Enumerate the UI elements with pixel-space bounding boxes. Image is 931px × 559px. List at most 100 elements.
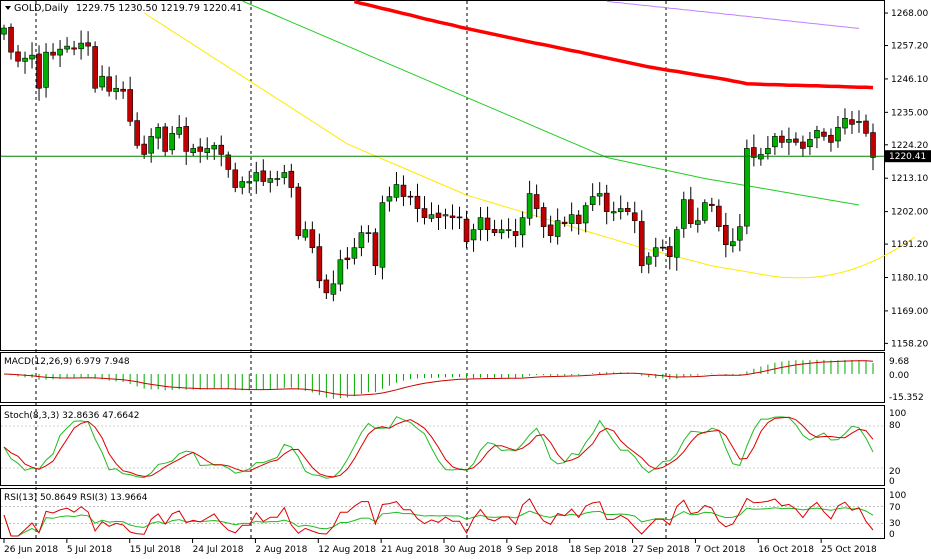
candle-body (1, 27, 7, 35)
candle-body (491, 229, 498, 233)
candle-body (702, 202, 708, 221)
price-tick-label: 1202.00 (891, 208, 928, 218)
main-panel-frame (0, 0, 885, 351)
candle-body (828, 134, 834, 143)
candle-body (141, 143, 147, 155)
macd-tick-bottom: -15.352 (889, 393, 924, 403)
candle-body (737, 226, 743, 241)
candle-body (15, 51, 21, 62)
candle-body (155, 127, 161, 139)
candle-body (281, 172, 288, 178)
ohlc-readout: 1229.75 1230.50 1219.79 1220.41 (76, 3, 242, 14)
candle-body (512, 231, 519, 236)
rsi3-line (3, 497, 874, 537)
stoch-panel-frame (0, 405, 885, 486)
candle-body (680, 199, 687, 229)
candle-body (463, 218, 470, 242)
candle-body (786, 139, 792, 143)
dropdown-triangle-icon[interactable] (5, 6, 11, 10)
price-axis: 1268.00 1257.20 1246.10 1235.00 1224.20 1213.… (884, 9, 928, 349)
candle-body (610, 211, 617, 214)
price-tick-label: 1158.20 (891, 339, 928, 349)
date-tick-label: 9 Sep 2018 (507, 545, 559, 555)
candle-body (407, 195, 414, 198)
candle-body (379, 202, 386, 268)
price-tick-label: 1246.10 (891, 75, 928, 85)
candle-body (575, 214, 582, 224)
candle-body (393, 184, 400, 198)
candle-body (351, 247, 358, 259)
candle-body (127, 89, 133, 122)
stoch-signal-line (3, 416, 874, 478)
candle-body (295, 186, 302, 236)
candle-body (744, 148, 750, 227)
candle-body (807, 139, 813, 148)
stoch-main-line (3, 416, 874, 479)
candle-body (624, 207, 631, 212)
candle-body (29, 54, 35, 60)
candle-body (709, 203, 715, 206)
candle-body (337, 259, 344, 285)
date-tick-label: 7 Oct 2018 (695, 545, 745, 555)
candle-body (225, 154, 232, 170)
price-tick-label: 1169.00 (891, 307, 928, 317)
date-tick-label: 5 Jul 2018 (67, 545, 112, 555)
candle-body (64, 45, 70, 50)
date-tick-label: 2 Aug 2018 (255, 545, 307, 555)
candle-body (554, 220, 561, 237)
price-tick-label: 1257.20 (891, 42, 928, 52)
candle-body (113, 87, 119, 92)
candle-body (134, 120, 140, 146)
price-tick-label: 1224.20 (891, 141, 928, 151)
candle-body (169, 133, 175, 151)
stoch-tick-20: 20 (889, 467, 901, 477)
price-tick-label: 1268.00 (891, 9, 928, 19)
date-tick-label: 18 Sep 2018 (570, 545, 627, 555)
candle-body (71, 47, 77, 50)
candle-body (814, 130, 820, 139)
candle-body (421, 208, 428, 218)
candle-body (435, 212, 442, 218)
rsi-tick-0: 0 (889, 530, 895, 540)
stoch-tick-80: 80 (889, 421, 901, 431)
candle-body (856, 121, 862, 123)
candle-body (365, 232, 372, 234)
candle-body (50, 51, 56, 56)
candle-body (288, 170, 295, 188)
macd-label: MACD(12,26,9) 6.979 7.948 (4, 357, 130, 367)
candle-body (176, 127, 183, 135)
candle-body (120, 88, 126, 92)
candle-body (519, 217, 526, 236)
price-tick-label: 1235.00 (891, 108, 928, 118)
candle-body (386, 196, 393, 202)
candle-body (372, 232, 379, 267)
candle-body (596, 193, 603, 197)
candle-body (863, 120, 869, 134)
candle-body (260, 170, 267, 182)
macd-indicator (3, 359, 874, 399)
rsi-label: RSI(13) 50.8649 RSI(3) 13.9664 (4, 493, 148, 503)
candle-body (218, 144, 225, 155)
candle-body (694, 220, 701, 225)
candle-body (603, 192, 610, 212)
candle-body (835, 127, 841, 142)
price-tag-text: 1220.41 (889, 152, 926, 162)
candle-body (526, 193, 533, 219)
candle-body (772, 136, 778, 148)
candle-body (323, 279, 330, 294)
candle-body (57, 48, 63, 56)
candles (1, 23, 876, 302)
candle-body (638, 221, 645, 267)
candle-body (232, 169, 239, 188)
stoch-label: Stoch(8,3,3) 32.8636 47.6642 (4, 411, 139, 421)
current-price-tag: 1220.41 (885, 150, 931, 163)
rsi-tick-70: 70 (889, 503, 901, 513)
date-tick-label: 26 Jun 2018 (4, 545, 58, 555)
candle-body (43, 51, 49, 88)
date-tick-label: 16 Oct 2018 (758, 545, 814, 555)
date-axis: 26 Jun 2018 5 Jul 2018 15 Jul 2018 24 Jul 2… (3, 539, 877, 555)
date-tick-label: 21 Aug 2018 (381, 545, 439, 555)
date-tick-label: 12 Aug 2018 (318, 545, 376, 555)
